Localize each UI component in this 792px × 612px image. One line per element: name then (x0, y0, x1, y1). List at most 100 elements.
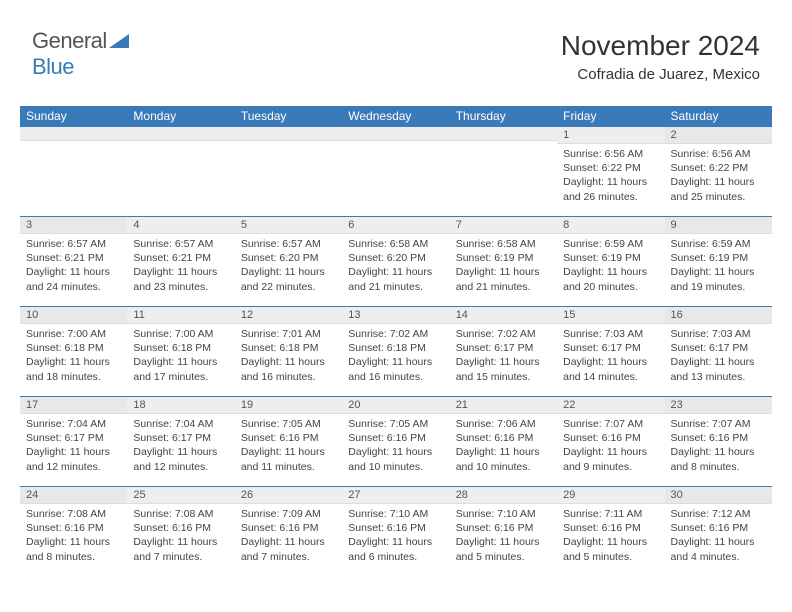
calendar-day-cell: 27Sunrise: 7:10 AMSunset: 6:16 PMDayligh… (342, 486, 449, 576)
day-number: 15 (557, 306, 664, 324)
day-number: 28 (450, 486, 557, 504)
sunrise-line: Sunrise: 7:05 AM (241, 417, 336, 431)
calendar-day-cell (342, 126, 449, 216)
sunset-line: Sunset: 6:17 PM (456, 341, 551, 355)
sunset-line: Sunset: 6:16 PM (671, 521, 766, 535)
day-number: 30 (665, 486, 772, 504)
calendar-day-cell: 2Sunrise: 6:56 AMSunset: 6:22 PMDaylight… (665, 126, 772, 216)
weekday-header: Thursday (450, 106, 557, 126)
day-data: Sunrise: 6:57 AMSunset: 6:21 PMDaylight:… (20, 234, 127, 298)
sunset-line: Sunset: 6:16 PM (348, 521, 443, 535)
sunrise-line: Sunrise: 7:10 AM (456, 507, 551, 521)
calendar-day-cell (127, 126, 234, 216)
day-number: 27 (342, 486, 449, 504)
sunrise-line: Sunrise: 6:56 AM (671, 147, 766, 161)
sunset-line: Sunset: 6:19 PM (456, 251, 551, 265)
day-number: 7 (450, 216, 557, 234)
sunrise-line: Sunrise: 7:09 AM (241, 507, 336, 521)
calendar-day-cell: 15Sunrise: 7:03 AMSunset: 6:17 PMDayligh… (557, 306, 664, 396)
day-number: 29 (557, 486, 664, 504)
day-number: 19 (235, 396, 342, 414)
sunrise-line: Sunrise: 7:03 AM (563, 327, 658, 341)
calendar-day-cell: 30Sunrise: 7:12 AMSunset: 6:16 PMDayligh… (665, 486, 772, 576)
day-number: 9 (665, 216, 772, 234)
day-number: 21 (450, 396, 557, 414)
logo-triangle-icon (109, 28, 129, 54)
calendar-day-cell: 6Sunrise: 6:58 AMSunset: 6:20 PMDaylight… (342, 216, 449, 306)
day-data: Sunrise: 7:03 AMSunset: 6:17 PMDaylight:… (665, 324, 772, 388)
day-number-empty (127, 126, 234, 141)
daylight-line: Daylight: 11 hours and 18 minutes. (26, 355, 121, 383)
day-number: 4 (127, 216, 234, 234)
day-data: Sunrise: 7:08 AMSunset: 6:16 PMDaylight:… (20, 504, 127, 568)
daylight-line: Daylight: 11 hours and 7 minutes. (133, 535, 228, 563)
calendar-day-cell: 11Sunrise: 7:00 AMSunset: 6:18 PMDayligh… (127, 306, 234, 396)
weekday-header: Saturday (665, 106, 772, 126)
day-number: 10 (20, 306, 127, 324)
sunrise-line: Sunrise: 6:56 AM (563, 147, 658, 161)
daylight-line: Daylight: 11 hours and 21 minutes. (348, 265, 443, 293)
day-data: Sunrise: 6:58 AMSunset: 6:19 PMDaylight:… (450, 234, 557, 298)
day-data: Sunrise: 7:10 AMSunset: 6:16 PMDaylight:… (342, 504, 449, 568)
sunset-line: Sunset: 6:20 PM (348, 251, 443, 265)
day-data: Sunrise: 7:12 AMSunset: 6:16 PMDaylight:… (665, 504, 772, 568)
day-number: 5 (235, 216, 342, 234)
calendar-day-cell: 17Sunrise: 7:04 AMSunset: 6:17 PMDayligh… (20, 396, 127, 486)
sunset-line: Sunset: 6:21 PM (26, 251, 121, 265)
sunset-line: Sunset: 6:16 PM (671, 431, 766, 445)
daylight-line: Daylight: 11 hours and 23 minutes. (133, 265, 228, 293)
day-number: 18 (127, 396, 234, 414)
daylight-line: Daylight: 11 hours and 12 minutes. (133, 445, 228, 473)
daylight-line: Daylight: 11 hours and 26 minutes. (563, 175, 658, 203)
day-data: Sunrise: 7:09 AMSunset: 6:16 PMDaylight:… (235, 504, 342, 568)
day-data: Sunrise: 6:57 AMSunset: 6:21 PMDaylight:… (127, 234, 234, 298)
sunset-line: Sunset: 6:16 PM (348, 431, 443, 445)
sunset-line: Sunset: 6:22 PM (671, 161, 766, 175)
calendar-day-cell: 13Sunrise: 7:02 AMSunset: 6:18 PMDayligh… (342, 306, 449, 396)
daylight-line: Daylight: 11 hours and 8 minutes. (671, 445, 766, 473)
sunset-line: Sunset: 6:18 PM (348, 341, 443, 355)
sunset-line: Sunset: 6:21 PM (133, 251, 228, 265)
calendar-week-row: 10Sunrise: 7:00 AMSunset: 6:18 PMDayligh… (20, 306, 772, 396)
day-data: Sunrise: 7:07 AMSunset: 6:16 PMDaylight:… (557, 414, 664, 478)
day-number: 11 (127, 306, 234, 324)
day-data: Sunrise: 6:56 AMSunset: 6:22 PMDaylight:… (665, 144, 772, 208)
calendar-day-cell: 26Sunrise: 7:09 AMSunset: 6:16 PMDayligh… (235, 486, 342, 576)
calendar-day-cell (235, 126, 342, 216)
calendar-table: SundayMondayTuesdayWednesdayThursdayFrid… (20, 106, 772, 576)
brand-general: General (32, 28, 107, 53)
daylight-line: Daylight: 11 hours and 25 minutes. (671, 175, 766, 203)
sunrise-line: Sunrise: 7:08 AM (133, 507, 228, 521)
day-data: Sunrise: 7:01 AMSunset: 6:18 PMDaylight:… (235, 324, 342, 388)
sunset-line: Sunset: 6:19 PM (671, 251, 766, 265)
day-data: Sunrise: 7:04 AMSunset: 6:17 PMDaylight:… (20, 414, 127, 478)
day-data: Sunrise: 6:59 AMSunset: 6:19 PMDaylight:… (665, 234, 772, 298)
weekday-header: Wednesday (342, 106, 449, 126)
daylight-line: Daylight: 11 hours and 5 minutes. (456, 535, 551, 563)
day-number: 23 (665, 396, 772, 414)
day-number: 16 (665, 306, 772, 324)
daylight-line: Daylight: 11 hours and 7 minutes. (241, 535, 336, 563)
sunset-line: Sunset: 6:17 PM (26, 431, 121, 445)
day-number: 26 (235, 486, 342, 504)
daylight-line: Daylight: 11 hours and 17 minutes. (133, 355, 228, 383)
sunset-line: Sunset: 6:22 PM (563, 161, 658, 175)
day-number: 25 (127, 486, 234, 504)
calendar-day-cell: 16Sunrise: 7:03 AMSunset: 6:17 PMDayligh… (665, 306, 772, 396)
sunrise-line: Sunrise: 6:57 AM (26, 237, 121, 251)
day-data: Sunrise: 7:00 AMSunset: 6:18 PMDaylight:… (20, 324, 127, 388)
daylight-line: Daylight: 11 hours and 12 minutes. (26, 445, 121, 473)
day-data: Sunrise: 7:03 AMSunset: 6:17 PMDaylight:… (557, 324, 664, 388)
calendar-body: 1Sunrise: 6:56 AMSunset: 6:22 PMDaylight… (20, 126, 772, 576)
daylight-line: Daylight: 11 hours and 16 minutes. (348, 355, 443, 383)
sunset-line: Sunset: 6:16 PM (563, 431, 658, 445)
calendar-week-row: 24Sunrise: 7:08 AMSunset: 6:16 PMDayligh… (20, 486, 772, 576)
daylight-line: Daylight: 11 hours and 9 minutes. (563, 445, 658, 473)
calendar-day-cell: 20Sunrise: 7:05 AMSunset: 6:16 PMDayligh… (342, 396, 449, 486)
sunrise-line: Sunrise: 6:58 AM (348, 237, 443, 251)
sunset-line: Sunset: 6:17 PM (671, 341, 766, 355)
day-number-empty (342, 126, 449, 141)
location-text: Cofradia de Juarez, Mexico (561, 66, 760, 83)
day-number: 2 (665, 126, 772, 144)
daylight-line: Daylight: 11 hours and 21 minutes. (456, 265, 551, 293)
